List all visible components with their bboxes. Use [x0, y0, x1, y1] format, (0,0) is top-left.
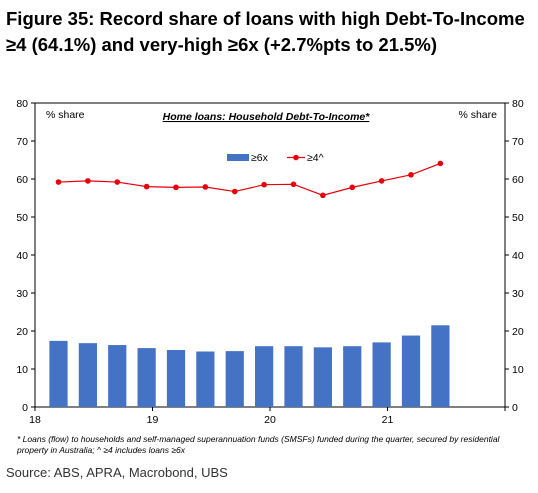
y-tick-label-left: 40 — [16, 250, 28, 262]
line-point — [408, 172, 414, 178]
legend-swatch-bar — [227, 154, 249, 161]
figure-title: Figure 35: Record share of loans with hi… — [6, 8, 525, 55]
y-tick-label-right: 30 — [512, 288, 524, 300]
bar — [401, 335, 421, 407]
y-tick-label-left: 20 — [16, 326, 28, 338]
bar — [166, 350, 186, 407]
bar — [431, 325, 450, 407]
bar — [313, 347, 332, 407]
bar — [343, 346, 362, 407]
y-tick-label-left: 50 — [16, 212, 28, 224]
footnote: * Loans (flow) to households and self-ma… — [17, 434, 500, 455]
y-tick-label-right: 10 — [512, 364, 524, 376]
bar — [49, 340, 68, 407]
right-axis-label: % share — [458, 109, 497, 121]
y-tick-label-right: 50 — [512, 212, 524, 224]
line-point — [437, 160, 444, 167]
line-point — [202, 184, 209, 190]
chart-container: Home loans: Household Debt-To-Income* % … — [4, 93, 532, 458]
series-line — [58, 162, 441, 196]
bar — [108, 345, 127, 407]
line-point — [85, 178, 91, 184]
y-tick-label-left: 30 — [16, 288, 28, 300]
x-tick-label: 21 — [382, 414, 394, 426]
y-tick-label-left: 70 — [16, 136, 28, 148]
bar-series — [49, 325, 450, 407]
bar — [284, 346, 303, 407]
line-point — [143, 183, 150, 190]
line-point — [55, 179, 62, 185]
line-point — [114, 179, 121, 185]
bar — [196, 351, 215, 407]
y-tick-label-left: 60 — [16, 174, 28, 186]
y-tick-label-right: 0 — [512, 402, 518, 414]
source-note: Source: ABS, APRA, Macrobond, UBS — [6, 465, 228, 480]
chart-title: Home loans: Household Debt-To-Income* — [163, 111, 371, 123]
y-tick-label-right: 80 — [512, 98, 524, 110]
y-tick-label-right: 70 — [512, 136, 524, 148]
y-tick-label-right: 20 — [512, 326, 524, 338]
line-point — [231, 188, 238, 195]
line-point — [349, 184, 356, 191]
x-tick-label: 19 — [147, 414, 159, 426]
line-point — [261, 181, 267, 188]
y-tick-label-right: 60 — [512, 174, 524, 186]
legend: ≥6x ≥4^ — [227, 152, 324, 164]
line-point — [173, 184, 179, 191]
bar — [137, 348, 156, 407]
line-point — [378, 178, 385, 184]
line-point — [320, 192, 326, 199]
y-tick-label-left: 10 — [16, 364, 28, 376]
left-axis-label: % share — [46, 109, 85, 121]
y-tick-label-left: 80 — [16, 98, 28, 110]
bar — [255, 346, 274, 407]
line-point — [290, 181, 297, 188]
legend-swatch-marker — [293, 154, 299, 161]
x-tick-label: 18 — [29, 414, 41, 426]
bar — [78, 343, 97, 407]
line-series — [55, 160, 444, 199]
bar — [372, 342, 391, 407]
chart-svg: Home loans: Household Debt-To-Income* % … — [16, 98, 524, 426]
y-tick-label-right: 40 — [512, 250, 524, 262]
bar — [225, 351, 244, 407]
x-tick-label: 20 — [264, 414, 276, 426]
axes: 0 0 10 10 20 20 30 30 40 40 50 50 60 60 70 70 80 80 18 19 20… — [16, 98, 524, 426]
legend-label-bar: ≥6x — [251, 152, 269, 164]
y-tick-label-left: 0 — [22, 402, 28, 414]
legend-label-line: ≥4^ — [307, 152, 324, 164]
